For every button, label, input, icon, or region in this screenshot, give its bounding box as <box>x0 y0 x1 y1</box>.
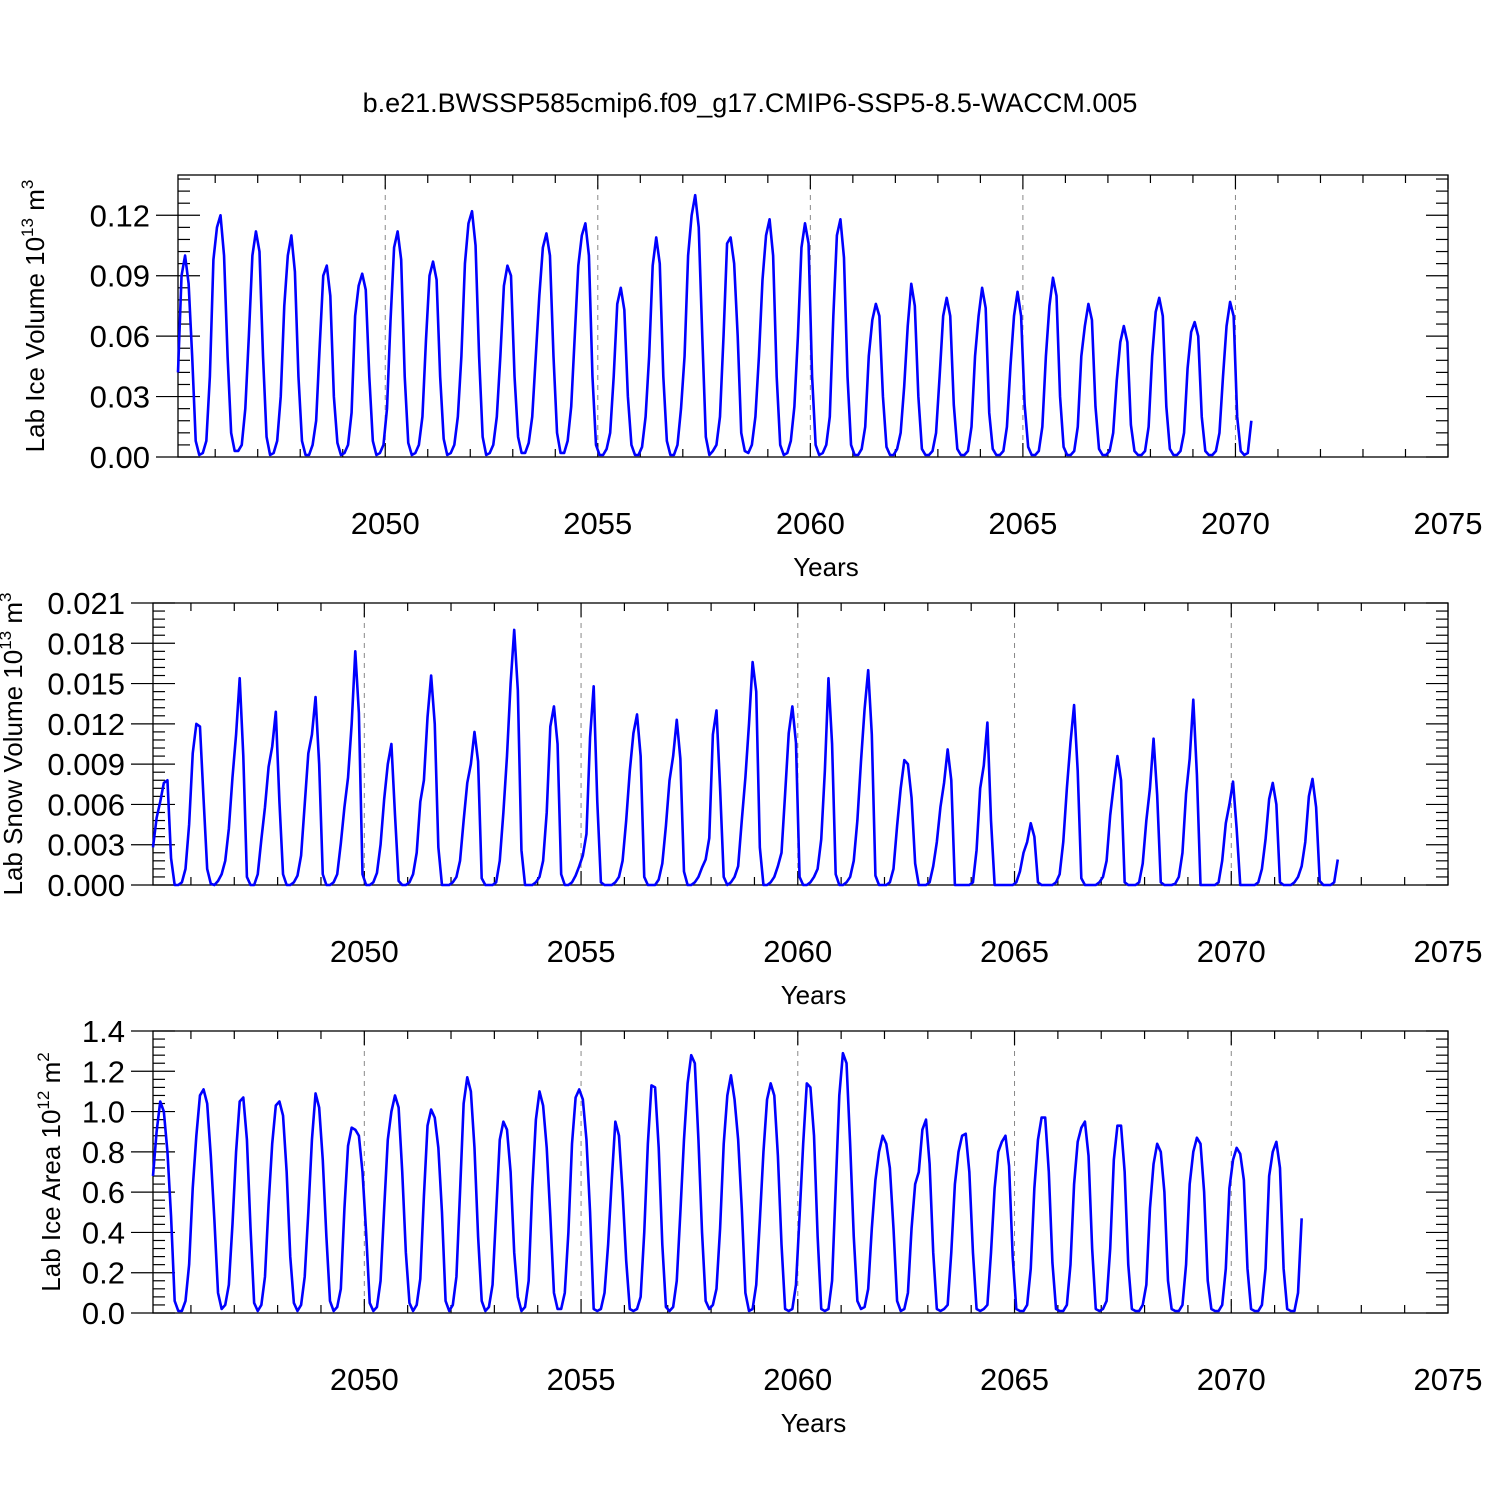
series-line-snow-volume <box>151 628 1340 887</box>
y-tick-label: 0.12 <box>90 198 150 233</box>
y-tick-label: 0.0 <box>82 1296 125 1331</box>
y-tick-label: 0.006 <box>47 787 125 822</box>
y-tick-label: 0.021 <box>47 586 125 621</box>
panel-snow-volume: 2050 2055 2060 2065 2070 2075 Years 0.000 0.003 0… <box>0 586 1482 1010</box>
x-axis-label: Years <box>781 980 847 1010</box>
y-tick-label: 0.8 <box>82 1135 125 1170</box>
y-label-exponent: 13 <box>18 218 37 237</box>
panel-ice-area: 2050 2055 2060 2065 2070 2075 Years 0.0 0.2 0.4 0.… <box>34 1014 1482 1438</box>
plot-frame <box>152 602 1449 886</box>
x-tick-label: 2050 <box>330 934 399 969</box>
y-label-unit: m <box>36 1062 66 1091</box>
x-tick-label: 2050 <box>330 1362 399 1397</box>
x-tick-label: 2070 <box>1201 506 1270 541</box>
x-tick-label: 2075 <box>1414 1362 1483 1397</box>
x-tick-label: 2060 <box>763 934 832 969</box>
y-tick-label: 1.0 <box>82 1095 125 1130</box>
x-axis-label: Years <box>793 552 859 582</box>
y-label-text: Lab Snow Volume 10 <box>0 650 28 896</box>
x-tick-label: 2065 <box>980 1362 1049 1397</box>
x-tick-label: 2060 <box>763 1362 832 1397</box>
y-tick-label: 0.00 <box>90 440 150 475</box>
series-line-ice-volume <box>176 193 1253 457</box>
y-label-unit: m <box>0 602 28 631</box>
y-label-text: Lab Ice Volume 10 <box>20 237 50 452</box>
y-label-text: Lab Ice Area 10 <box>36 1110 66 1292</box>
y-label-exponent: 13 <box>0 631 15 650</box>
y-tick-label: 0.018 <box>47 626 125 661</box>
series-line-ice-area <box>151 1051 1303 1313</box>
y-label-unit-exponent: 3 <box>18 180 37 189</box>
panel-ice-volume: 2050 2055 2060 2065 2070 2075 Years 0.00 0.03 0.0… <box>18 174 1483 582</box>
y-tick-label: 0.09 <box>90 259 150 294</box>
y-axis-label: Lab Snow Volume 1013 m3 <box>0 592 28 895</box>
y-tick-label: 0.015 <box>47 667 125 702</box>
y-axis-label: Lab Ice Area 1012 m2 <box>34 1052 66 1291</box>
y-tick-label: 0.06 <box>90 319 150 354</box>
y-tick-label: 1.4 <box>82 1014 125 1049</box>
x-tick-label: 2050 <box>351 506 420 541</box>
x-tick-label: 2055 <box>563 506 632 541</box>
y-label-unit-exponent: 2 <box>34 1052 53 1061</box>
x-tick-label: 2065 <box>980 934 1049 969</box>
x-tick-label: 2065 <box>988 506 1057 541</box>
y-tick-label: 0.009 <box>47 747 125 782</box>
x-axis-label: Years <box>781 1408 847 1438</box>
y-tick-label: 0.012 <box>47 707 125 742</box>
y-tick-label: 1.2 <box>82 1054 125 1089</box>
x-tick-label: 2075 <box>1414 934 1483 969</box>
plot-frame <box>177 174 1449 458</box>
figure-title: b.e21.BWSSP585cmip6.f09_g17.CMIP6-SSP5-8… <box>363 88 1138 118</box>
y-tick-label: 0.4 <box>82 1215 125 1250</box>
y-tick-label: 0.2 <box>82 1256 125 1291</box>
x-tick-label: 2060 <box>776 506 845 541</box>
y-tick-label: 0.03 <box>90 380 150 415</box>
y-tick-label: 0.000 <box>47 868 125 903</box>
y-label-unit-exponent: 3 <box>0 592 15 601</box>
x-tick-label: 2055 <box>547 1362 616 1397</box>
x-tick-label: 2075 <box>1414 506 1483 541</box>
x-tick-label: 2055 <box>547 934 616 969</box>
y-tick-label: 0.6 <box>82 1175 125 1210</box>
y-tick-label: 0.003 <box>47 828 125 863</box>
x-tick-label: 2070 <box>1197 934 1266 969</box>
x-tick-label: 2070 <box>1197 1362 1266 1397</box>
y-axis-label: Lab Ice Volume 1013 m3 <box>18 180 50 453</box>
y-label-unit: m <box>20 189 50 218</box>
y-label-exponent: 12 <box>34 1091 53 1110</box>
